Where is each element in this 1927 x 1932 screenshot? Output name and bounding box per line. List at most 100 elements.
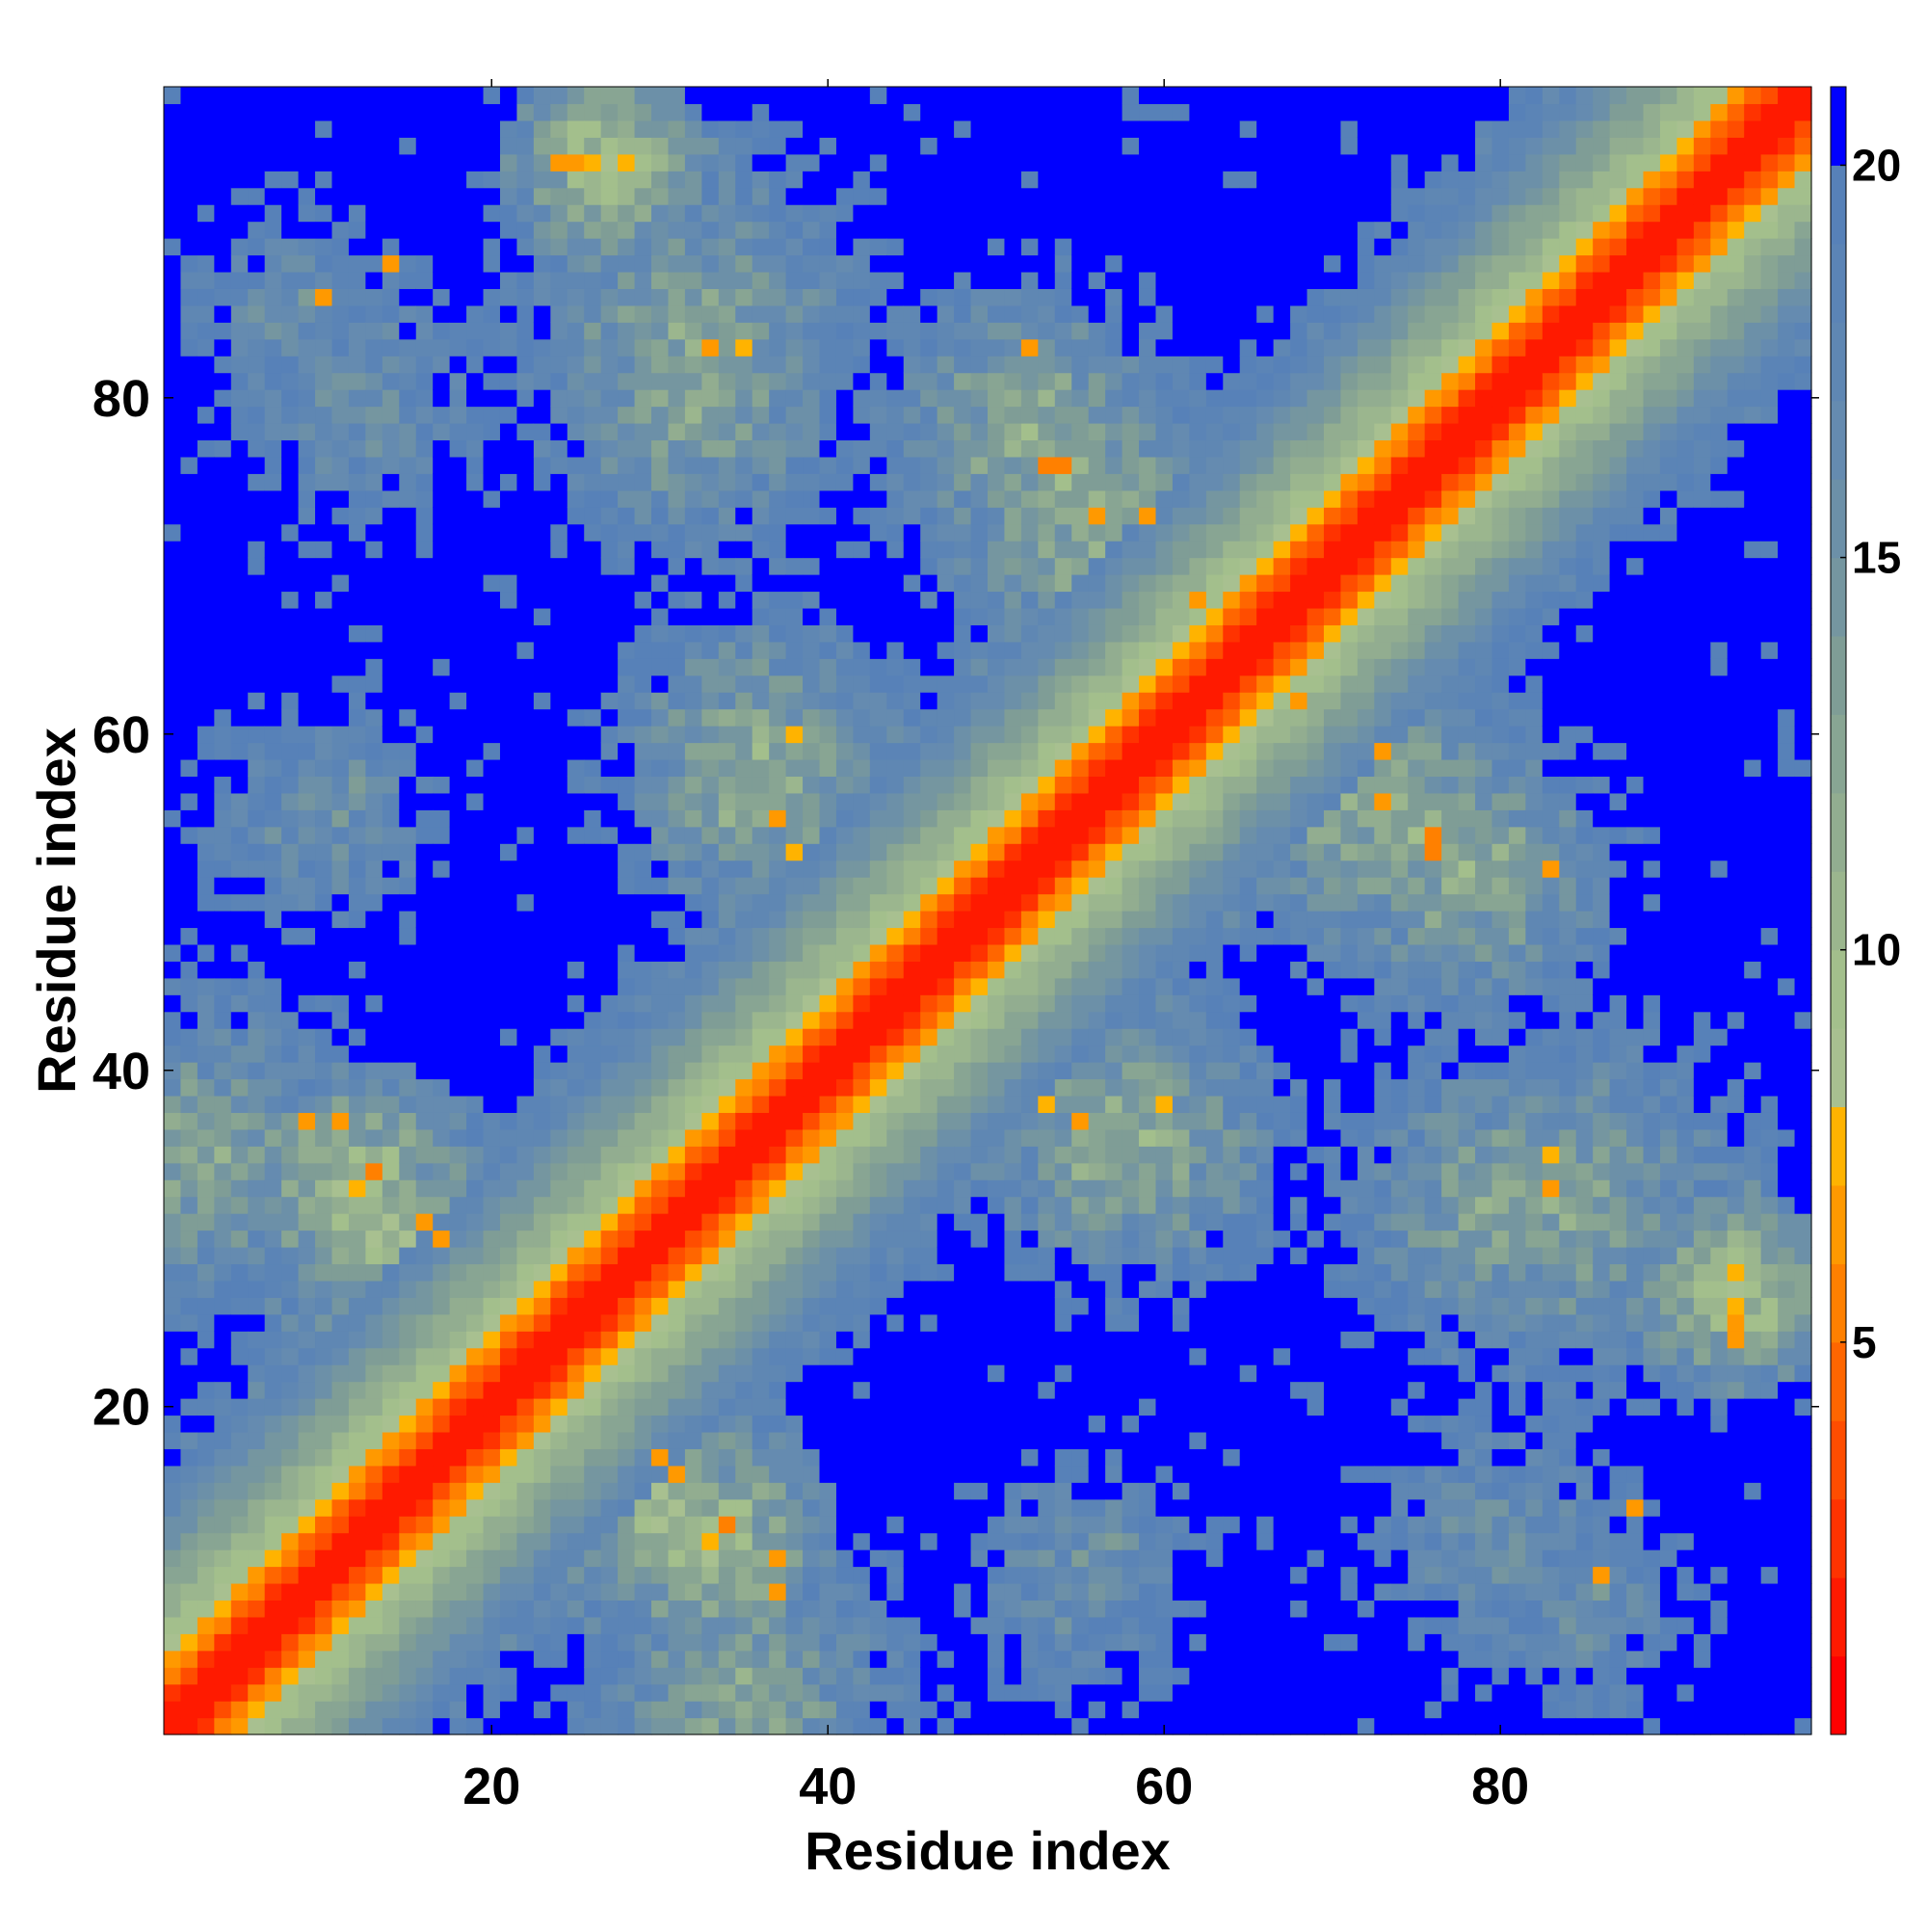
heatmap-cell — [903, 607, 921, 625]
heatmap-cell — [230, 708, 249, 727]
heatmap-cell — [180, 1028, 198, 1046]
heatmap-cell — [684, 1701, 702, 1719]
heatmap-cell — [718, 860, 736, 878]
heatmap-cell — [415, 911, 434, 929]
heatmap-cell — [954, 1331, 972, 1349]
heatmap-cell — [988, 473, 1006, 491]
heatmap-cell — [230, 624, 249, 643]
heatmap-cell — [701, 1448, 720, 1467]
heatmap-cell — [651, 961, 670, 979]
heatmap-cell — [668, 1482, 686, 1500]
heatmap-cell — [516, 372, 535, 390]
heatmap-cell — [315, 776, 333, 794]
heatmap-cell — [382, 1448, 400, 1467]
heatmap-cell — [499, 1717, 518, 1735]
heatmap-cell — [769, 1230, 787, 1248]
heatmap-cell — [214, 288, 232, 306]
heatmap-cell — [567, 1431, 585, 1449]
heatmap-cell — [533, 574, 551, 593]
heatmap-cell — [819, 911, 837, 929]
heatmap-cell — [651, 624, 670, 643]
heatmap-cell — [315, 456, 333, 474]
heatmap-cell — [365, 1364, 383, 1383]
heatmap-cell — [197, 137, 215, 155]
heatmap-cell — [600, 238, 619, 256]
heatmap-cell — [803, 1347, 821, 1365]
heatmap-cell — [600, 389, 619, 408]
heatmap-cell — [483, 641, 501, 659]
heatmap-cell — [433, 1331, 451, 1349]
heatmap-cell — [281, 843, 300, 861]
heatmap-cell — [516, 877, 535, 895]
heatmap-cell — [248, 1381, 266, 1399]
heatmap-cell — [735, 1650, 753, 1668]
heatmap-cell — [433, 238, 451, 256]
heatmap-cell — [835, 1498, 855, 1517]
heatmap-cell — [634, 171, 652, 189]
heatmap-cell — [516, 943, 535, 962]
heatmap-cell — [701, 927, 720, 945]
heatmap-cell — [701, 372, 720, 390]
heatmap-cell — [281, 541, 300, 559]
heatmap-cell — [567, 1415, 585, 1433]
heatmap-cell — [264, 473, 282, 491]
heatmap-cell — [399, 776, 417, 794]
heatmap-cell — [567, 911, 585, 929]
heatmap-cell — [315, 1549, 333, 1568]
heatmap-cell — [248, 1028, 266, 1046]
heatmap-cell — [819, 271, 837, 289]
heatmap-cell — [988, 356, 1006, 374]
heatmap-cell — [835, 456, 855, 474]
heatmap-cell — [466, 1549, 485, 1568]
heatmap-cell — [399, 658, 417, 676]
heatmap-cell — [399, 356, 417, 374]
heatmap-cell — [230, 557, 249, 575]
heatmap-cell — [382, 304, 400, 323]
heatmap-cell — [785, 1112, 804, 1130]
heatmap-cell — [415, 877, 434, 895]
heatmap-cell — [970, 1364, 989, 1383]
heatmap-cell — [382, 557, 400, 575]
heatmap-cell — [785, 1683, 804, 1702]
heatmap-cell — [516, 1162, 535, 1180]
heatmap-cell — [315, 1683, 333, 1702]
heatmap-cell — [399, 406, 417, 424]
heatmap-cell — [180, 389, 198, 408]
heatmap-cell — [886, 1549, 905, 1568]
heatmap-cell — [483, 304, 501, 323]
heatmap-cell — [718, 389, 736, 408]
heatmap-cell — [197, 238, 215, 256]
heatmap-cell — [348, 726, 366, 744]
heatmap-cell — [735, 574, 753, 593]
heatmap-cell — [281, 322, 300, 340]
heatmap-cell — [618, 1566, 636, 1584]
heatmap-cell — [735, 171, 753, 189]
heatmap-cell — [954, 1280, 972, 1298]
heatmap-cell — [954, 1078, 972, 1097]
heatmap-cell — [164, 1011, 182, 1029]
heatmap-cell — [567, 439, 585, 458]
heatmap-cell — [903, 137, 921, 155]
heatmap-cell — [937, 507, 955, 525]
heatmap-cell — [752, 860, 770, 878]
heatmap-cell — [752, 1516, 770, 1534]
heatmap-cell — [835, 338, 855, 357]
heatmap-cell — [634, 119, 652, 138]
heatmap-cell — [449, 658, 467, 676]
heatmap-cell — [230, 1347, 249, 1365]
heatmap-cell — [584, 1213, 602, 1231]
heatmap-cell — [684, 893, 702, 912]
heatmap-cell — [651, 372, 670, 390]
heatmap-cell — [937, 1600, 955, 1618]
heatmap-cell — [499, 422, 518, 441]
heatmap-cell — [718, 541, 736, 559]
heatmap-cell — [567, 1600, 585, 1618]
heatmap-cell — [920, 1196, 938, 1214]
heatmap-cell — [331, 911, 350, 929]
heatmap-cell — [785, 153, 804, 172]
heatmap-cell — [684, 1582, 702, 1601]
heatmap-cell — [550, 1549, 568, 1568]
heatmap-cell — [483, 356, 501, 374]
heatmap-cell — [718, 507, 736, 525]
heatmap-cell — [399, 1146, 417, 1164]
